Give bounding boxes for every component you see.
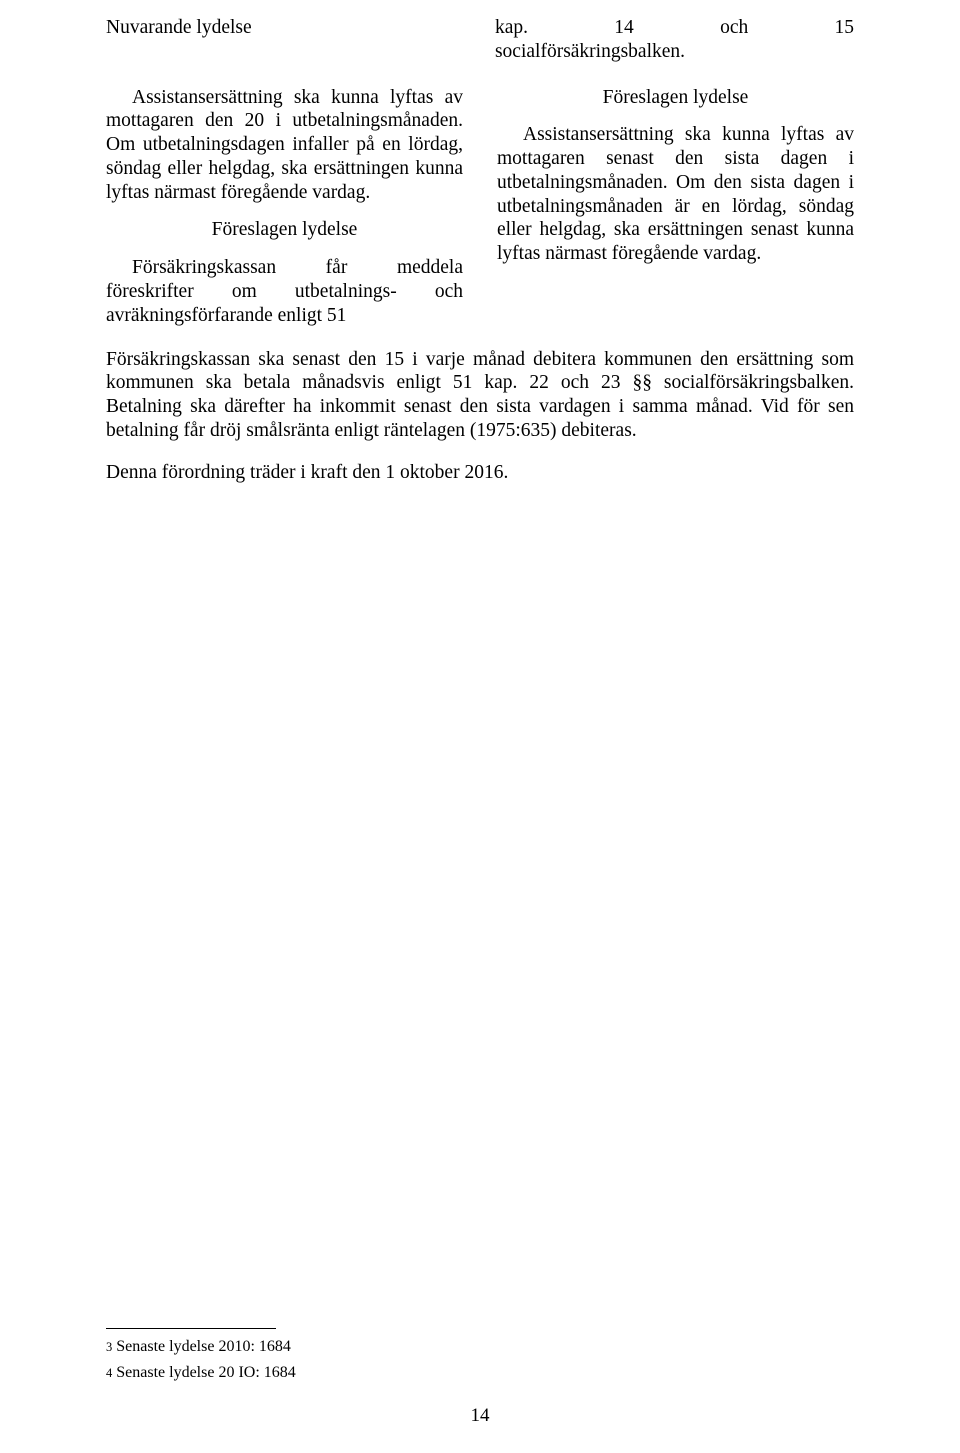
page: Nuvarande lydelse kap. 14 och 15 socialf…: [0, 0, 960, 1453]
footnotes: 3 Senaste lydelse 2010: 1684 4 Senaste lyd…: [106, 1328, 854, 1387]
footnote-2: 4 Senaste lydelse 20 IO: 1684: [106, 1361, 854, 1385]
kap-num2: 15: [835, 16, 855, 40]
top-row: Nuvarande lydelse kap. 14 och 15 socialf…: [106, 16, 854, 64]
left-p1: Assistansersättning ska kunna lyftas av …: [106, 86, 463, 205]
right-column: Föreslagen lydelse Assistansersättning s…: [497, 86, 854, 328]
left-p2: Försäkringskassan får meddela föreskrift…: [106, 256, 463, 327]
kap-num1: 14: [614, 16, 634, 40]
footnote-1-num: 3: [106, 1340, 112, 1354]
footnote-1: 3 Senaste lydelse 2010: 1684: [106, 1335, 854, 1359]
kap-text: kap.: [495, 16, 528, 40]
nuvarande-lydelse-label: Nuvarande lydelse: [106, 16, 458, 40]
kap-line1: kap. 14 och 15: [495, 16, 854, 40]
kap-line2: socialförsäkringsbalken.: [495, 40, 854, 64]
two-column-section: Assistansersättning ska kunna lyftas av …: [106, 86, 854, 328]
full-p1: Försäkringskassan ska senast den 15 i va…: [106, 348, 854, 443]
right-heading: Föreslagen lydelse: [497, 86, 854, 110]
kap-och: och: [720, 16, 748, 40]
footnote-2-num: 4: [106, 1366, 112, 1380]
footnote-2-text: Senaste lydelse 20 IO: 1684: [116, 1364, 296, 1381]
left-column: Assistansersättning ska kunna lyftas av …: [106, 86, 463, 328]
right-p1: Assistansersättning ska kunna lyftas av …: [497, 123, 854, 266]
full-p2: Denna förordning träder i kraft den 1 ok…: [106, 461, 854, 485]
kap-reference: kap. 14 och 15 socialförsäkringsbalken.: [495, 16, 854, 64]
footnote-rule: [106, 1328, 276, 1329]
page-number: 14: [0, 1404, 960, 1427]
left-heading: Föreslagen lydelse: [106, 218, 463, 242]
footnote-1-text: Senaste lydelse 2010: 1684: [116, 1338, 291, 1355]
